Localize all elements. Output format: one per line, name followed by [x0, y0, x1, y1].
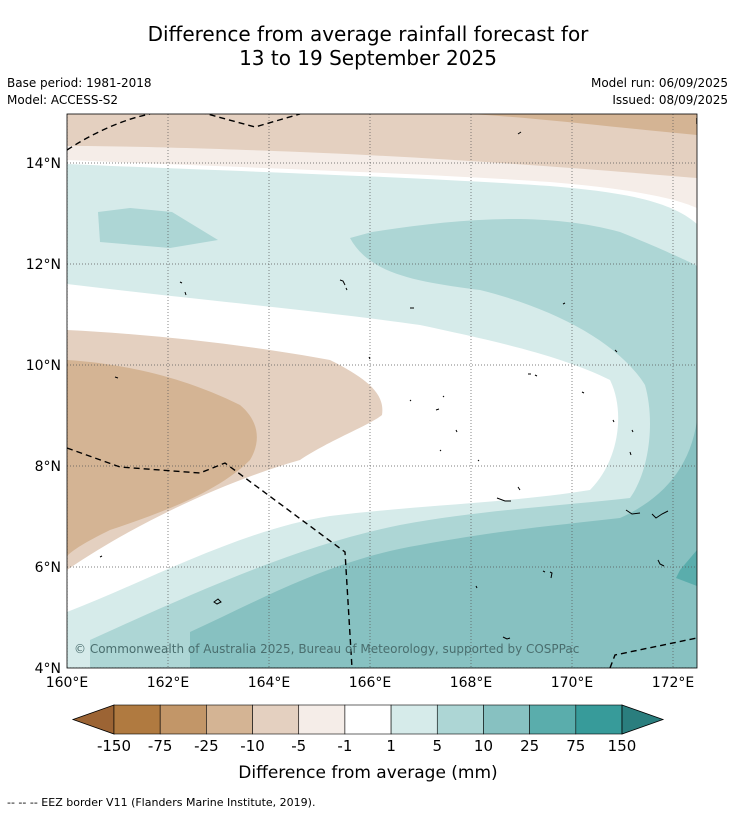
lon-label: 166°E	[349, 675, 392, 691]
lat-label: 12°N	[26, 257, 61, 273]
base-period: Base period: 1981-2018	[7, 76, 152, 90]
rainfall-map: © Commonwealth of Australia 2025, Bureau…	[26, 113, 698, 783]
band-10-25	[190, 420, 697, 668]
colorbar-segment	[344, 704, 392, 735]
colorbar-tick-label: -75	[148, 737, 173, 755]
colorbar-segment	[436, 704, 484, 735]
colorbar-segment	[529, 704, 577, 735]
model-run: Model run: 06/09/2025	[590, 76, 728, 90]
lat-label: 6°N	[35, 560, 61, 576]
lon-label: 160°E	[46, 675, 89, 691]
lon-label: 164°E	[248, 675, 291, 691]
colorbar-extend-high	[621, 704, 665, 735]
colorbar-segment	[390, 704, 438, 735]
band-north-minus25	[470, 114, 697, 135]
colorbar-tick-label: 75	[566, 737, 585, 755]
colorbar-segment	[206, 704, 253, 735]
lon-label: 172°E	[652, 675, 695, 691]
lat-label: 4°N	[35, 661, 61, 677]
colorbar-segment	[575, 704, 623, 735]
title-line-1: Difference from average rainfall forecas…	[147, 22, 589, 46]
colorbar-tick-label: -5	[291, 737, 306, 755]
colorbar-tick-label: -150	[97, 737, 131, 755]
latitude-labels: 14°N 12°N 10°N 8°N 6°N 4°N	[26, 156, 61, 677]
copyright-notice: © Commonwealth of Australia 2025, Bureau…	[74, 642, 579, 656]
colorbar-segment	[252, 704, 300, 735]
band-west-minus25	[67, 360, 257, 556]
colorbar-tick-label: 5	[432, 737, 442, 755]
band-north-minus10	[67, 114, 697, 178]
footnote: -- -- -- EEZ border V11 (Flanders Marine…	[7, 796, 316, 809]
colorbar-title: Difference from average (mm)	[238, 763, 497, 783]
colorbar-tick-label: -1	[337, 737, 352, 755]
issued-date: Issued: 08/09/2025	[612, 93, 728, 107]
colorbar: -150 -75 -25 -10 -5 -1 1 5 10 25 75 150	[71, 704, 665, 755]
model-name: Model: ACCESS-S2	[7, 93, 119, 107]
colorbar-tick-label: 150	[608, 737, 637, 755]
colorbar-segment	[298, 704, 346, 735]
band-5-10-west	[98, 208, 218, 248]
band-25-75	[676, 550, 697, 586]
eez-borders	[67, 114, 697, 668]
colorbar-segment	[113, 704, 161, 735]
colorbar-extend-low	[71, 704, 115, 735]
colorbar-tick-label: -25	[194, 737, 219, 755]
lat-label: 10°N	[26, 358, 61, 374]
lat-label: 14°N	[26, 156, 61, 172]
lon-label: 170°E	[551, 675, 594, 691]
title-line-2: 13 to 19 September 2025	[239, 46, 497, 70]
lon-label: 162°E	[147, 675, 190, 691]
map-frame	[66, 113, 698, 669]
longitude-labels: 160°E 162°E 164°E 166°E 168°E 170°E 172°…	[46, 675, 695, 691]
lon-label: 168°E	[450, 675, 493, 691]
lat-label: 8°N	[35, 459, 61, 475]
colorbar-segment	[159, 704, 207, 735]
gridlines	[67, 114, 697, 668]
colorbar-tick-label: 25	[520, 737, 539, 755]
colorbar-tick-label: 1	[386, 737, 396, 755]
map-field: © Commonwealth of Australia 2025, Bureau…	[67, 114, 697, 668]
colorbar-tick-label: 10	[474, 737, 493, 755]
colorbar-segment	[483, 704, 530, 735]
colorbar-tick-label: -10	[240, 737, 265, 755]
islands	[99, 131, 669, 640]
